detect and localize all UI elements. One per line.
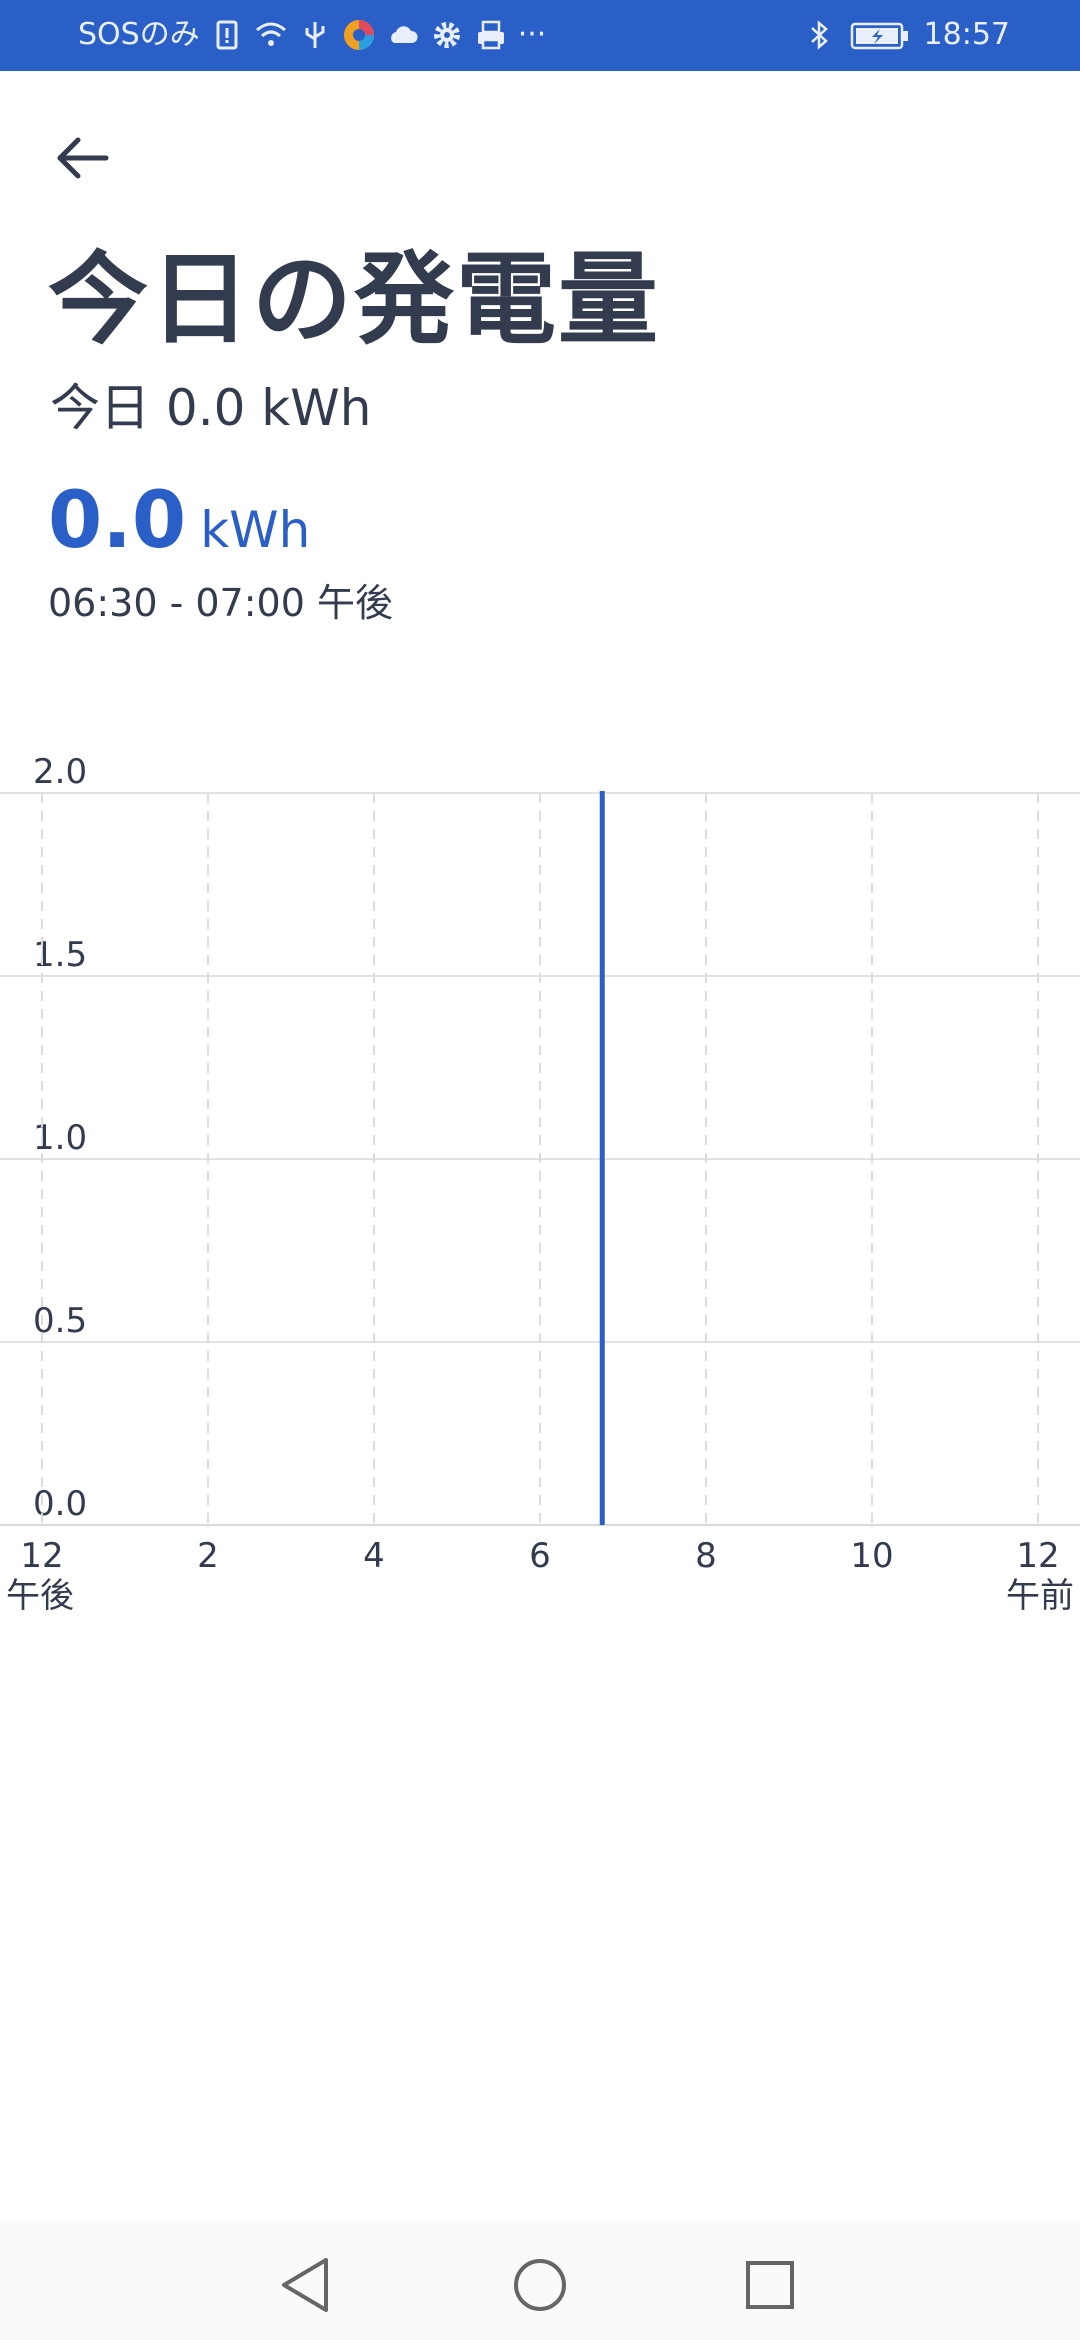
selected-time-range: 06:30 - 07:00 午後: [48, 581, 393, 625]
status-bar: SOSのみ ··· 18:57: [0, 0, 1080, 71]
clock: 18:57: [923, 17, 1010, 52]
sim-alert-icon: [210, 18, 244, 52]
back-button[interactable]: [50, 128, 120, 188]
x-tick-label: 10: [850, 1536, 893, 1576]
x-tick-label: 4: [363, 1536, 385, 1576]
arrow-left-icon: [57, 137, 109, 179]
recents-square-icon: [746, 2261, 794, 2309]
selected-value: 0.0 kWh: [48, 476, 310, 566]
x-tick-sublabel: 午後: [6, 1576, 74, 1616]
status-bar-right: 18:57: [802, 16, 1010, 54]
battery-icon: [850, 18, 910, 52]
home-circle-icon: [514, 2259, 566, 2311]
back-triangle-icon: [282, 2258, 328, 2312]
wifi-icon: [254, 18, 288, 52]
settings-icon: [430, 18, 464, 52]
nav-back-button[interactable]: [270, 2250, 340, 2320]
today-total: 今日 0.0 kWh: [50, 379, 372, 437]
status-bar-left: SOSのみ ···: [78, 16, 546, 54]
x-tick-sublabel: 午前: [1006, 1576, 1074, 1616]
x-tick-label: 12: [1016, 1536, 1059, 1576]
x-tick-label: 6: [529, 1536, 551, 1576]
x-tick-label: 8: [695, 1536, 717, 1576]
page-title: 今日の発電量: [48, 241, 660, 358]
more-notifications-indicator: ···: [517, 17, 547, 52]
x-tick-label: 12: [20, 1536, 63, 1576]
nav-home-button[interactable]: [505, 2250, 575, 2320]
carrier-label: SOSのみ: [78, 17, 200, 52]
cloud-icon: [386, 18, 420, 52]
y-tick-label: 2.0: [33, 752, 87, 792]
printer-icon: [474, 18, 508, 52]
usb-icon: [298, 18, 332, 52]
selected-value-number: 0.0: [48, 476, 187, 566]
app-icon: [342, 18, 376, 52]
x-tick-label: 2: [197, 1536, 219, 1576]
bluetooth-icon: [802, 18, 836, 52]
navigation-bar: [0, 2220, 1080, 2340]
selected-value-unit: kWh: [200, 501, 311, 559]
nav-recents-button[interactable]: [735, 2250, 805, 2320]
